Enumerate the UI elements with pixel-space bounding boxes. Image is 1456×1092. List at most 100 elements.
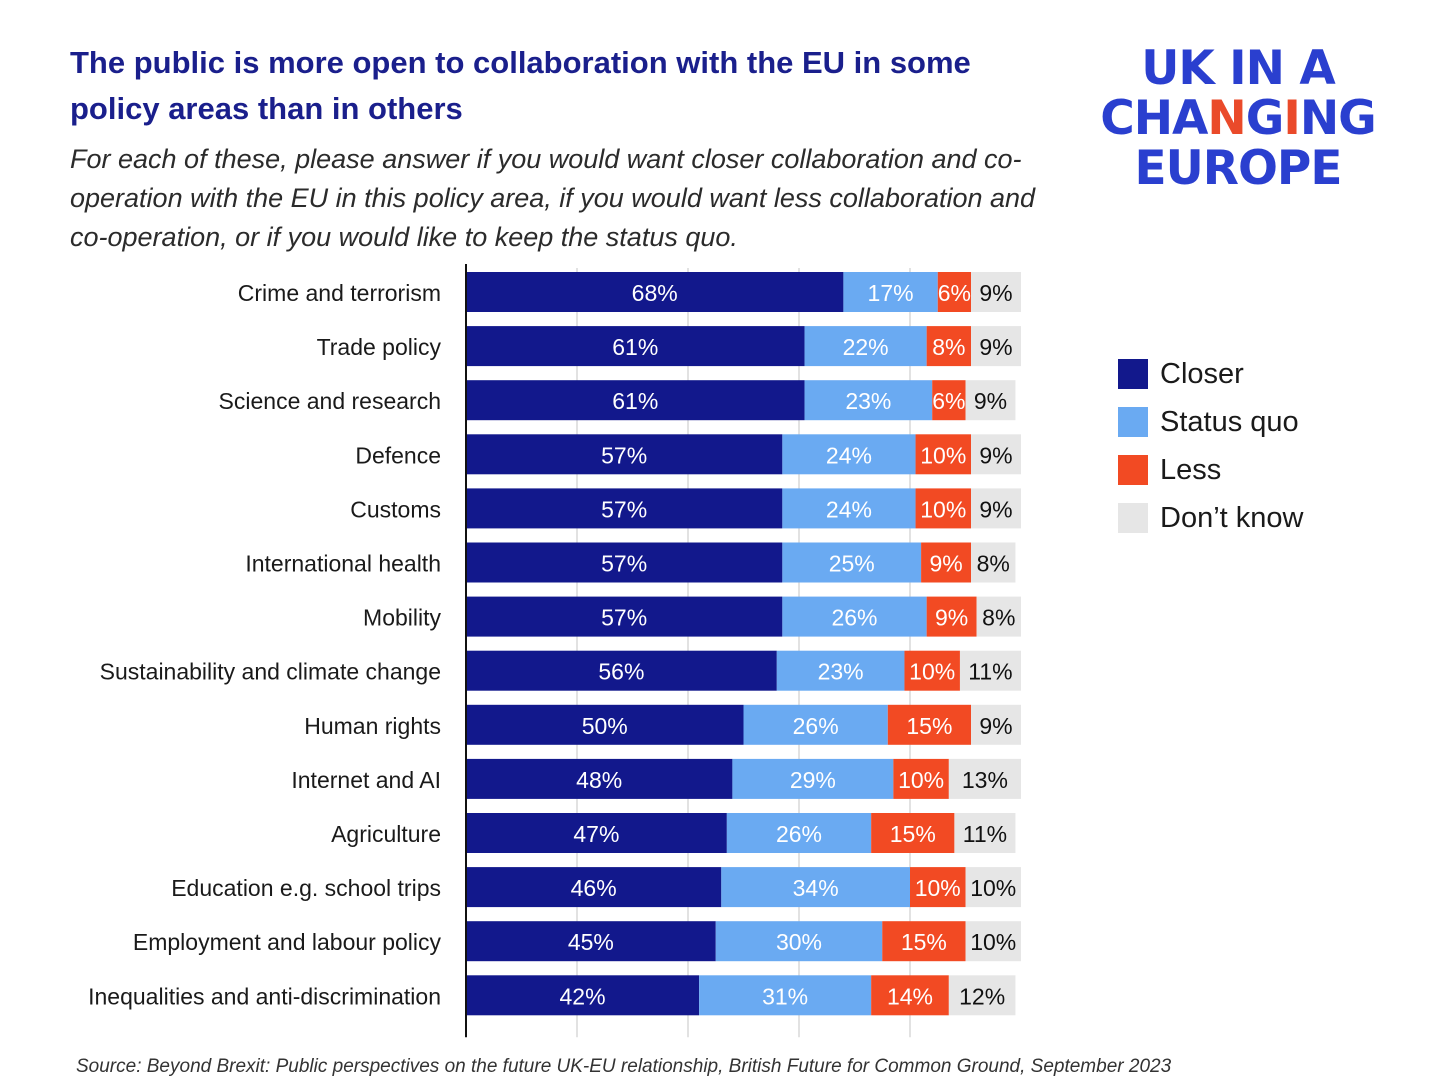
legend-label: Less [1160,453,1222,486]
data-label: 10% [909,659,955,685]
data-label: 10% [898,767,944,793]
category-label: Agriculture [331,821,441,847]
bar-segment-don-t-know [971,488,1021,529]
bar-segment-closer [466,867,722,908]
data-label: 10% [920,496,966,522]
bar-segment-don-t-know [948,975,1016,1016]
data-label: 23% [845,388,891,414]
bar-segment-status-quo [843,272,938,312]
bar-segment-don-t-know [971,272,1021,312]
category-label: Sustainability and climate change [100,659,441,685]
category-label: Employment and labour policy [133,929,442,955]
bar-segment-closer [466,596,783,637]
bar-segment-status-quo [782,596,927,637]
legend-item: Don’t know [1118,494,1303,542]
data-label: 29% [790,767,836,793]
data-label: 6% [932,388,965,414]
data-label: 23% [818,659,864,685]
data-label: 13% [962,767,1008,793]
bar-segment-closer [466,975,700,1016]
logo-line-2: CHANGING [1100,91,1377,146]
data-label: 26% [793,713,839,739]
legend-swatch [1118,359,1148,389]
bar-segment-closer [466,758,733,799]
bar-segment-status-quo [715,921,883,962]
bar-segment-don-t-know [971,542,1016,583]
category-label: Science and research [219,388,441,414]
bar-segment-status-quo [782,434,916,475]
bar-segment-less [887,704,972,745]
bar-segment-status-quo [721,867,910,908]
bar-segment-closer [466,650,777,691]
legend-swatch [1118,407,1148,437]
data-label: 9% [929,551,962,577]
bar-segment-closer [466,380,805,421]
category-label: Internet and AI [291,767,441,793]
bar-segment-less [921,542,972,583]
uk-in-a-changing-europe-logo: UK IN A CHANGING EUROPE [1078,44,1398,194]
data-label: 34% [793,875,839,901]
data-label: 10% [920,442,966,468]
chart-title: The public is more open to collaboration… [70,45,971,126]
bar-segment-less [893,758,949,799]
bar-segment-status-quo [699,975,872,1016]
bar-segment-status-quo [732,758,894,799]
data-label: 47% [573,821,619,847]
data-label: 61% [612,334,658,360]
data-label: 10% [915,875,961,901]
data-label: 57% [601,551,647,577]
bar-segment-status-quo [726,813,872,853]
data-label: 9% [979,442,1012,468]
data-label: 17% [868,280,914,306]
data-label: 30% [776,929,822,955]
bar-segment-closer [466,921,716,962]
data-label: 8% [982,605,1015,631]
bar-segment-don-t-know [965,867,1021,908]
data-label: 12% [959,983,1005,1009]
bar-segment-closer [466,704,744,745]
data-label: 31% [762,983,808,1009]
category-label: Mobility [363,605,441,631]
data-label: 57% [601,442,647,468]
chart-subtitle: For each of these, please answer if you … [70,144,1036,252]
data-label: 56% [598,659,644,685]
bar-segment-status-quo [804,326,927,367]
bar-segment-status-quo [782,542,922,583]
bar-segment-less [926,326,972,367]
legend: Closer Status quo Less Don’t know [1118,350,1303,542]
bar-segment-status-quo [804,380,933,421]
legend-item: Less [1118,446,1303,494]
data-label: 24% [826,442,872,468]
bar-segment-don-t-know [954,813,1016,853]
bar-segment-less [937,272,972,312]
bar-segment-don-t-know [965,380,1016,421]
bar-segment-don-t-know [971,326,1021,367]
bar-segment-less [932,380,966,421]
data-label: 26% [831,605,877,631]
bar-segment-less [915,488,972,529]
data-label: 24% [826,496,872,522]
bar-segment-less [882,921,966,962]
data-label: 8% [932,334,965,360]
bar-segment-less [871,975,949,1016]
bar-segment-don-t-know [971,434,1021,475]
data-label: 15% [890,821,936,847]
logo-line-1: UK IN A [1141,41,1336,96]
bar-segment-closer [466,434,783,475]
logo-line-3: EUROPE [1134,141,1343,196]
bar-segment-closer [466,542,783,583]
category-label: Education e.g. school trips [171,875,441,901]
bar-segment-closer [466,326,805,367]
bar-segment-less [926,596,977,637]
data-label: 15% [906,713,952,739]
data-label: 9% [979,713,1012,739]
bar-segment-don-t-know [948,758,1021,799]
legend-swatch [1118,503,1148,533]
legend-label: Status quo [1160,405,1299,438]
data-label: 10% [970,929,1016,955]
data-label: 25% [829,551,875,577]
category-label: Defence [355,442,441,468]
data-label: 50% [582,713,628,739]
bar-segment-less [910,867,966,908]
